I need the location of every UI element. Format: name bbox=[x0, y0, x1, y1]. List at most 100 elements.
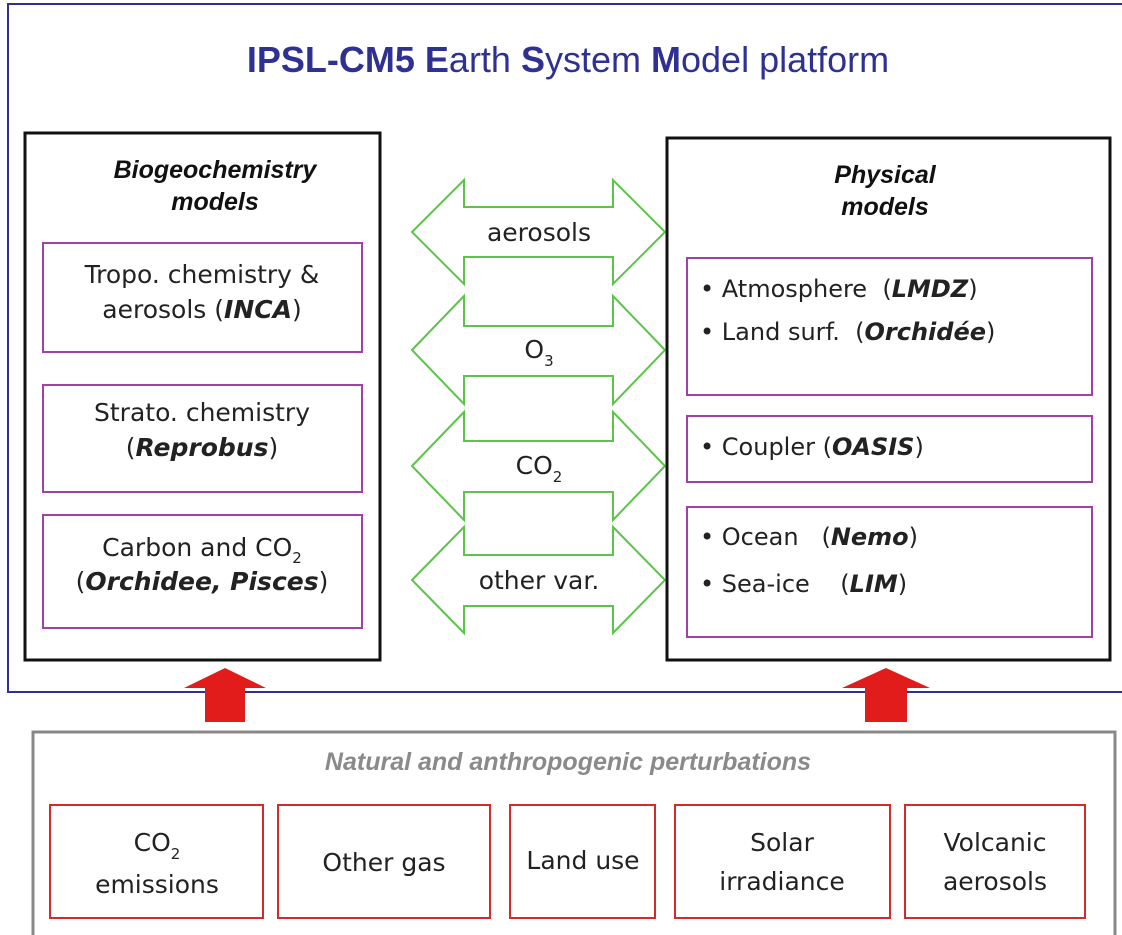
exchange-label: CO2 bbox=[516, 451, 563, 486]
forcing-arrow bbox=[842, 668, 930, 722]
model-box bbox=[42, 242, 363, 353]
title-part: IPSL-CM5 bbox=[247, 39, 425, 80]
title-part: ystem bbox=[545, 39, 651, 80]
text-part: Land use bbox=[526, 846, 639, 875]
text-part: • Sea-ice ( bbox=[700, 570, 850, 598]
text-part: aerosols bbox=[943, 867, 1047, 896]
box-text: (Orchidee, Pisces) bbox=[76, 567, 329, 596]
box-text: Volcanic bbox=[943, 828, 1046, 857]
perturbations-panel bbox=[31, 730, 1117, 935]
box-text: aerosols bbox=[943, 867, 1047, 896]
text-part: O bbox=[524, 335, 544, 364]
model-box bbox=[686, 506, 1093, 638]
title-part: M bbox=[651, 39, 681, 80]
exchange-arrow bbox=[410, 524, 667, 636]
text-part: • Atmosphere ( bbox=[700, 275, 892, 303]
forcing-box bbox=[904, 804, 1086, 919]
text-part: other var. bbox=[479, 566, 600, 595]
box-text: Other gas bbox=[322, 848, 445, 877]
text-part: ) bbox=[898, 570, 907, 598]
text-part: ) bbox=[292, 295, 302, 324]
text-part: aerosols ( bbox=[102, 295, 224, 324]
box-text: • Coupler (OASIS) bbox=[700, 433, 924, 461]
box-text: Strato. chemistry bbox=[94, 398, 310, 427]
text-part: ) bbox=[909, 523, 918, 551]
title-part: E bbox=[425, 39, 449, 80]
text-part: CO bbox=[516, 451, 553, 480]
text-part: Solar bbox=[750, 828, 814, 857]
panel-heading: Biogeochemistry bbox=[114, 156, 318, 184]
box-text: CO2 bbox=[134, 828, 181, 863]
text-part: 3 bbox=[544, 352, 554, 370]
text-part: ) bbox=[268, 433, 278, 462]
text-part: ) bbox=[914, 433, 923, 461]
text-part: ) bbox=[986, 318, 995, 346]
box-text: • Land surf. (Orchidée) bbox=[700, 318, 995, 346]
exchange-label: aerosols bbox=[487, 218, 591, 247]
text-part: ) bbox=[968, 275, 977, 303]
box-text: Land use bbox=[526, 846, 639, 875]
text-part: LMDZ bbox=[892, 275, 969, 303]
panel-heading: Physical bbox=[834, 161, 937, 189]
platform-frame bbox=[7, 3, 1122, 693]
model-box bbox=[42, 384, 363, 493]
text-part: irradiance bbox=[719, 867, 845, 896]
text-part: Nemo bbox=[831, 523, 909, 551]
text-part: • Ocean ( bbox=[700, 523, 831, 551]
text-part: Tropo. chemistry & bbox=[84, 260, 320, 289]
box-text: • Atmosphere (LMDZ) bbox=[700, 275, 978, 303]
text-part: CO bbox=[134, 828, 171, 857]
forcing-arrow bbox=[184, 668, 266, 722]
exchange-arrow bbox=[410, 177, 667, 287]
text-part: • Land surf. ( bbox=[700, 318, 864, 346]
title-part: S bbox=[521, 39, 545, 80]
text-part: 2 bbox=[553, 468, 563, 486]
forcing-box bbox=[277, 804, 491, 919]
model-box bbox=[686, 257, 1093, 396]
box-text: • Sea-ice (LIM) bbox=[700, 570, 907, 598]
box-text: aerosols (INCA) bbox=[102, 295, 301, 324]
title-part: arth bbox=[449, 39, 521, 80]
text-part: 2 bbox=[292, 549, 302, 567]
text-part: emissions bbox=[95, 870, 219, 899]
box-text: Solar bbox=[750, 828, 814, 857]
physical-panel bbox=[665, 136, 1112, 662]
text-part: INCA bbox=[224, 295, 292, 324]
title-part: odel platform bbox=[681, 39, 889, 80]
text-part: ( bbox=[76, 567, 86, 596]
text-part: Strato. chemistry bbox=[94, 398, 310, 427]
forcing-box bbox=[49, 804, 264, 919]
forcing-box bbox=[509, 804, 656, 919]
text-part: Orchidée bbox=[864, 318, 986, 346]
exchange-label: O3 bbox=[524, 335, 553, 370]
text-part: LIM bbox=[850, 570, 898, 598]
forcing-box bbox=[674, 804, 891, 919]
text-part: 2 bbox=[171, 845, 181, 863]
box-text: Tropo. chemistry & bbox=[84, 260, 320, 289]
model-box bbox=[42, 514, 363, 629]
text-part: aerosols bbox=[487, 218, 591, 247]
box-text: irradiance bbox=[719, 867, 845, 896]
box-text: Carbon and CO2 bbox=[102, 533, 302, 567]
box-text: (Reprobus) bbox=[126, 433, 278, 462]
text-part: OASIS bbox=[832, 433, 914, 461]
panel-heading: models bbox=[841, 193, 929, 221]
exchange-arrow bbox=[410, 409, 667, 523]
title: IPSL-CM5 Earth System Model platform bbox=[247, 39, 889, 80]
text-part: Volcanic bbox=[943, 828, 1046, 857]
text-part: Carbon and CO bbox=[102, 533, 292, 562]
panel-heading: models bbox=[171, 188, 259, 216]
text-part: ( bbox=[126, 433, 136, 462]
text-part: Reprobus bbox=[136, 433, 269, 462]
biogeochemistry-panel bbox=[23, 131, 382, 662]
model-box bbox=[686, 415, 1093, 483]
text-part: • Coupler ( bbox=[700, 433, 832, 461]
exchange-label: other var. bbox=[479, 566, 600, 595]
panel-heading: Natural and anthropogenic perturbations bbox=[325, 748, 811, 776]
box-text: emissions bbox=[95, 870, 219, 899]
text-part: ) bbox=[319, 567, 329, 596]
box-text: • Ocean (Nemo) bbox=[700, 523, 918, 551]
text-part: Other gas bbox=[322, 848, 445, 877]
